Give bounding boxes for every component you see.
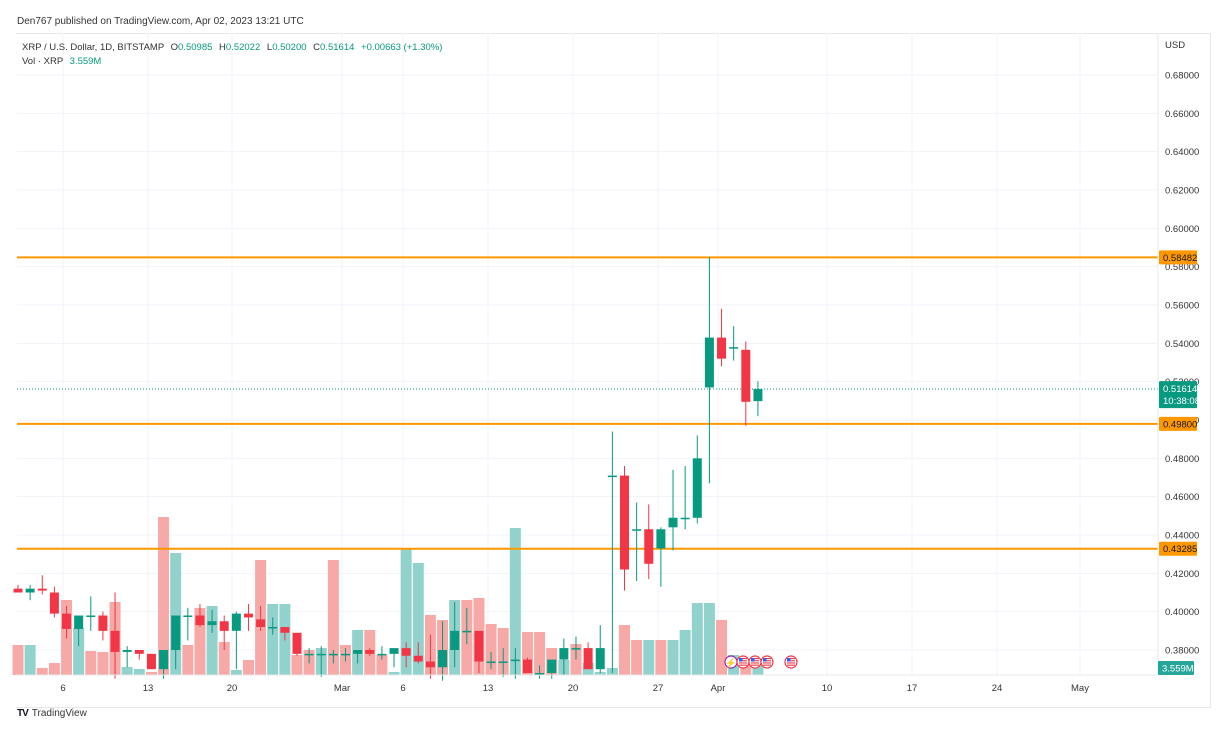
time-axis[interactable]: 6 13 20 Mar 6 13 20 27 Apr 10 17 24 May [60,683,1089,694]
level-price-badge: 0.43285 [1159,541,1197,556]
price-tick: 0.46000 [1165,492,1199,503]
open-value: 0.50985 [178,42,213,53]
us-flag-event-icon[interactable] [736,655,750,669]
svg-text:3.559M: 3.559M [1162,664,1194,675]
change-value: +0.00663 (+1.30%) [361,42,443,53]
legend-volume-row: Vol · XRP 3.559M [22,55,442,69]
time-tick: 20 [227,683,238,694]
price-tick: 0.62000 [1165,186,1199,197]
price-tick: 0.68000 [1165,71,1199,82]
time-tick: 20 [568,683,579,694]
us-flag-event-icon[interactable] [760,655,774,669]
lightning-event-icon[interactable]: ⚡ [724,655,738,669]
price-tick: 0.56000 [1165,301,1199,312]
volume-badge: 3.559M [1158,661,1194,675]
price-tick: 0.48000 [1165,454,1199,465]
chart-legend: XRP / U.S. Dollar, 1D, BITSTAMP O0.50985… [22,41,442,69]
price-tick: 0.38000 [1165,646,1199,657]
footer-brand: TradingView [31,708,87,719]
horizontal-levels[interactable] [17,256,1158,550]
time-tick: 6 [400,683,405,694]
level-price-badge: 0.49800 [1159,416,1197,431]
legend-price-row: XRP / U.S. Dollar, 1D, BITSTAMP O0.50985… [22,42,443,53]
time-tick: May [1071,683,1089,694]
price-tick: 0.40000 [1165,607,1199,618]
svg-text:10:38:08: 10:38:08 [1163,396,1200,407]
symbol-title[interactable]: XRP / U.S. Dollar, 1D, BITSTAMP [22,42,165,53]
time-tick: 17 [907,683,918,694]
currency-label: USD [1165,40,1185,51]
time-tick: 27 [653,683,664,694]
footer: TV TradingView [17,708,87,719]
candlesticks [13,257,763,681]
svg-text:0.49800: 0.49800 [1163,419,1197,430]
time-tick: Apr [711,683,726,694]
price-tick: 0.58000 [1165,262,1199,273]
publisher-line: Den767 published on TradingView.com, Apr… [17,16,304,27]
svg-text:0.51614: 0.51614 [1163,384,1197,395]
svg-text:⚡: ⚡ [725,657,736,669]
price-tick: 0.60000 [1165,224,1199,235]
volume-value: 3.559M [69,56,102,67]
event-markers[interactable]: ⚡ [724,655,798,669]
us-flag-event-icon[interactable] [748,655,762,669]
us-flag-event-icon[interactable] [784,655,798,669]
price-tick: 0.54000 [1165,339,1199,350]
time-tick: 13 [143,683,154,694]
price-axis[interactable]: 0.68000 0.66000 0.64000 0.62000 0.60000 0.580… [1165,40,1199,657]
time-tick: 24 [992,683,1003,694]
time-tick: 6 [60,683,65,694]
price-tick: 0.44000 [1165,531,1199,542]
volume-label[interactable]: Vol · XRP [22,56,64,67]
price-tick: 0.64000 [1165,147,1199,158]
svg-text:0.58482: 0.58482 [1163,253,1197,264]
level-price-badge: 0.58482 [1159,250,1197,265]
high-value: 0.52022 [225,42,261,53]
price-tick: 0.66000 [1165,109,1199,120]
time-tick: 10 [822,683,833,694]
close-value: 0.51614 [320,42,355,53]
low-value: 0.50200 [272,42,307,53]
grid-lines [17,33,1158,675]
chart-frame [16,33,1211,708]
tradingview-logo-icon: TV [17,708,29,719]
price-tick: 0.42000 [1165,569,1199,580]
svg-text:0.43285: 0.43285 [1163,544,1197,555]
time-tick: Mar [334,683,350,694]
time-tick: 13 [483,683,494,694]
